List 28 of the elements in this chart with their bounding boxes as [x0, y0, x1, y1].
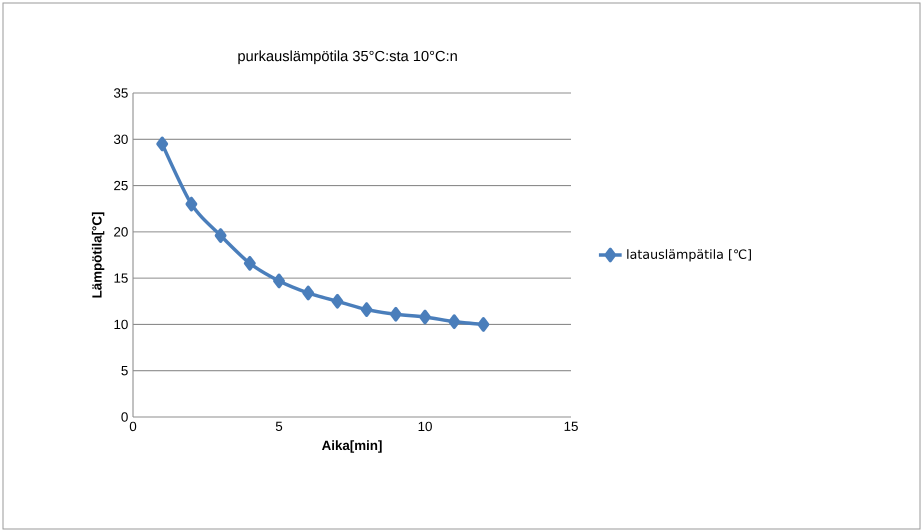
- point: [390, 306, 402, 322]
- y-tick-label: 20: [114, 227, 128, 237]
- point: [244, 256, 256, 271]
- chart-title: purkauslämpötila 35°C:sta 10°C:n: [238, 50, 457, 64]
- y-tick-label: 25: [114, 180, 128, 190]
- point: [448, 314, 460, 329]
- y-tick-label: 15: [114, 273, 128, 283]
- point: [185, 196, 198, 212]
- x-tick-label: 15: [564, 422, 578, 432]
- y-tick-label: 35: [114, 88, 128, 98]
- y-tick-label: 30: [114, 134, 128, 144]
- x-tick-label: 0: [130, 422, 136, 432]
- y-tick-label: 0: [121, 412, 128, 422]
- point: [477, 317, 490, 332]
- point: [156, 136, 168, 152]
- x-tick-label: 10: [418, 422, 432, 432]
- x-tick-label: 5: [276, 422, 282, 432]
- y-tick-label: 10: [114, 320, 128, 330]
- y-axis-title: Lämpötila[°C]: [92, 212, 104, 298]
- legend-label: latauslämpätila [℃]: [627, 249, 751, 262]
- point: [214, 228, 227, 243]
- point: [331, 294, 344, 309]
- point: [419, 310, 431, 324]
- y-tick-label: 5: [121, 366, 128, 376]
- point: [302, 286, 314, 300]
- point: [360, 302, 373, 317]
- x-axis-title: Aika[min]: [322, 440, 382, 453]
- point: [273, 274, 285, 288]
